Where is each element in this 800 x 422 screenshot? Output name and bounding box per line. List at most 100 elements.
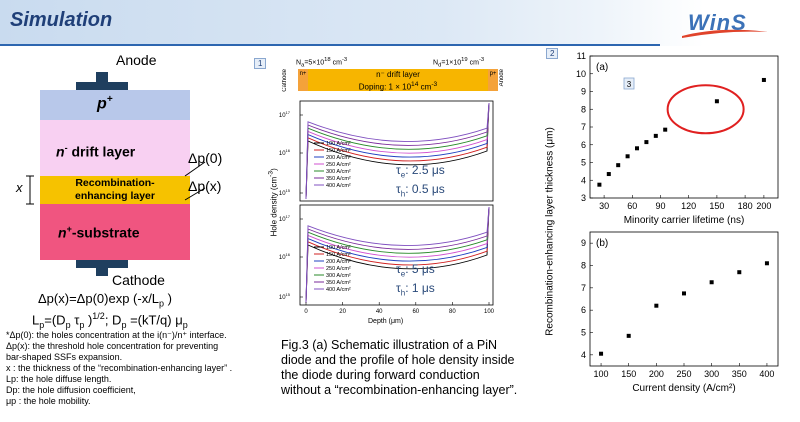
data-point — [714, 99, 719, 104]
eq2-l: p — [182, 319, 188, 330]
substrate-label: n+-substrate — [58, 224, 140, 241]
y-tick-label: 4 — [581, 350, 586, 360]
tau-h-top: τh: 0.5 μs — [396, 182, 445, 201]
tau-h-val: : 0.5 μs — [405, 182, 445, 197]
na-exp: 18 — [324, 57, 331, 63]
legend-label: 250 A/cm² — [326, 266, 351, 272]
drift-sup: - — [64, 143, 68, 153]
density-curve — [305, 102, 490, 200]
chart-frame — [589, 231, 779, 367]
x-tick-label: 30 — [599, 201, 609, 211]
density-curve — [305, 102, 490, 200]
pin-diode-diagram: Anode p+ n- drift layer Recombination- e… — [0, 50, 270, 290]
legend-label: 250 A/cm² — [326, 162, 351, 168]
x-tick-label: 60 — [412, 309, 419, 315]
substrate-rest: -substrate — [71, 224, 140, 241]
nd-exp: 19 — [461, 57, 468, 63]
y-tick-label: 4 — [581, 175, 586, 185]
data-point — [644, 140, 649, 145]
x-tick-label: 200 — [649, 369, 664, 379]
header-divider — [0, 44, 660, 46]
x-tick-label: 300 — [704, 369, 719, 379]
x-tick-label: 0 — [304, 309, 308, 315]
legend-label: 350 A/cm² — [326, 280, 351, 286]
legend-label: 150 A/cm² — [326, 252, 351, 258]
equation-diffusion: Δp(x)=Δp(0)exp (-x/Lp ) — [38, 291, 172, 309]
y-tick-label: 11 — [577, 51, 586, 61]
nd-val: =1×10 — [441, 59, 462, 67]
x-axis-title: Current density (A/cm²) — [632, 383, 735, 394]
cathode-label: Cathode — [112, 272, 165, 288]
eq1-main: Δp(x)=Δp(0)exp (-x/L — [38, 291, 160, 306]
subplot-label: (b) — [596, 238, 608, 249]
nd-unit: cm — [467, 59, 479, 67]
tau-e-sym: τ — [396, 262, 401, 276]
x-tick-label: 150 — [621, 369, 636, 379]
density-curve — [305, 102, 490, 200]
thickness-scatter-plots: 30 60 90 120 150 180 20034567891011(a)Minority… — [576, 51, 779, 394]
eq2-j: p — [121, 319, 127, 330]
caption-line: diode and the profile of hole density in… — [281, 353, 515, 367]
panel-tag-2: 2 — [546, 48, 559, 59]
drift-bar-title: n⁻ drift layer — [376, 70, 420, 79]
y-tick-label: 8 — [581, 104, 586, 114]
n-plus-bar: n+ — [298, 69, 308, 91]
note-line: μp : the hole mobility. — [6, 396, 91, 406]
y-tick-label: 6 — [581, 140, 586, 150]
y-tick-label: 10 — [576, 69, 586, 79]
tau-e-sub: e — [400, 269, 406, 279]
tau-h-sub: h — [400, 189, 406, 199]
recombination-layer-label: Recombination- enhancing layer — [48, 177, 182, 203]
data-point — [654, 303, 659, 308]
logo-text: WinS — [688, 10, 747, 35]
y-tick-label: 6 — [581, 305, 586, 315]
na-n: N — [296, 59, 302, 67]
panel-tag-1: 1 — [254, 58, 267, 69]
eq2-f: p — [79, 319, 85, 330]
density-curve — [305, 102, 490, 200]
legend-label: 200 A/cm² — [326, 259, 351, 265]
data-point — [761, 77, 766, 82]
data-point — [635, 146, 639, 151]
na-sub: a — [301, 62, 305, 69]
data-point — [597, 182, 602, 187]
data-point — [606, 172, 611, 177]
legend-label: 100 A/cm² — [326, 245, 351, 251]
dp0-label: Δp(0) — [188, 150, 223, 166]
nd-unit-exp: -3 — [478, 57, 485, 63]
note-line: x : the thickness of the “recombination-… — [6, 363, 233, 373]
tau-e-sym: τ — [396, 163, 401, 177]
y-tick-label: 9 — [581, 87, 586, 97]
tau-e-top: τe: 2.5 μs — [396, 163, 445, 182]
x-tick-label: 60 — [627, 201, 637, 211]
drift-rest: drift layer — [67, 143, 136, 160]
na-val: =5×10 — [304, 59, 325, 67]
tau-bottom: τe: 5 μs τh: 1 μs — [396, 262, 435, 301]
data-point — [616, 163, 621, 168]
density-curve — [305, 206, 490, 304]
x-tick-label: 100 — [594, 369, 609, 379]
thickness-charts: 2 Recombination-enhancing layer thicknes… — [540, 48, 785, 418]
eq1-sub: p — [159, 298, 165, 309]
legend-label: 200 A/cm² — [326, 155, 351, 161]
caption-line: without a “recombination-enhancing layer… — [281, 383, 518, 397]
y-tick-label: 8 — [581, 261, 586, 271]
eq1-end: ) — [164, 291, 173, 306]
note-line: Δp(x): the threshold hole concentration … — [6, 341, 219, 351]
tau-top: τe: 2.5 μs τh: 0.5 μs — [396, 163, 445, 202]
legend-label: 350 A/cm² — [326, 176, 351, 182]
eq2-b: p — [39, 319, 45, 330]
caption-line: the diode during forward conduction — [281, 368, 480, 382]
doping-unit-exp: -3 — [431, 81, 438, 88]
note-line: Dp: the hole diffusion coefficient, — [6, 385, 136, 395]
x-tick-label: 40 — [376, 309, 383, 315]
legend-label: 300 A/cm² — [326, 273, 351, 279]
y-tick-label: 1016 — [279, 148, 291, 157]
subplot-label: (a) — [596, 62, 608, 73]
na-unit-exp: -3 — [341, 57, 348, 63]
y-tick-label: 1015 — [279, 292, 291, 301]
tau-e-val: : 2.5 μs — [405, 163, 445, 177]
data-point — [663, 127, 668, 132]
y-tick-label: 5 — [581, 328, 586, 338]
y-tick-label: 7 — [581, 122, 586, 132]
